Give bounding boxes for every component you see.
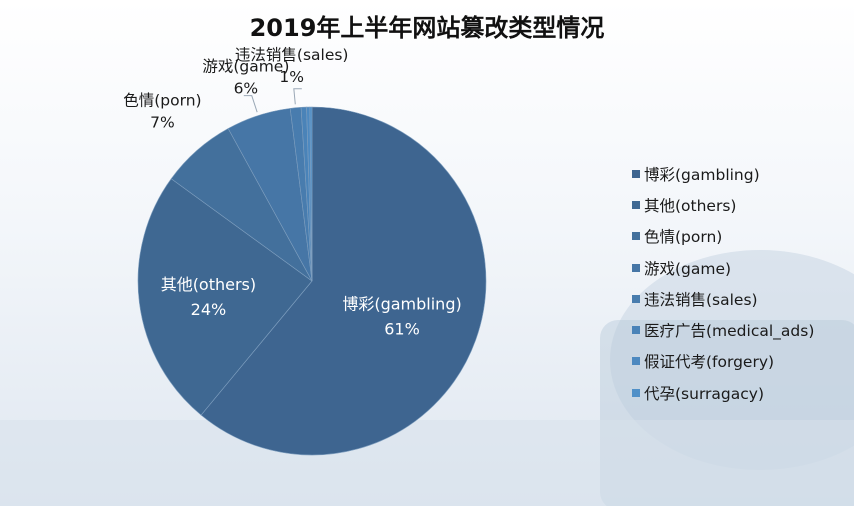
legend-item-6: 假证代考(forgery)	[632, 346, 850, 377]
legend-item-3: 游戏(game)	[632, 252, 850, 283]
data-label-pct-2: 7%	[150, 113, 175, 131]
data-label-name-1: 其他(others)	[161, 275, 256, 294]
leader-line-4	[293, 88, 302, 105]
pie-slice-1	[137, 178, 313, 416]
pie-slice-7	[309, 106, 313, 282]
pie-slice-0	[200, 106, 487, 456]
data-label-pct-0: 61%	[384, 319, 420, 338]
leader-line-3	[243, 95, 258, 113]
legend-swatch-5	[632, 326, 640, 335]
legend-label-6: 假证代考(forgery)	[644, 353, 775, 372]
legend-swatch-4	[632, 294, 640, 303]
chart-legend: 博彩(gambling) 其他(others) 色情(porn) 游戏(game) 违法…	[632, 158, 850, 408]
legend-swatch-7	[632, 388, 640, 397]
chart-title: 2019年上半年网站篡改类型情况	[249, 14, 605, 42]
legend-swatch-3	[632, 263, 640, 272]
data-label-pct-1: 24%	[191, 300, 227, 319]
data-label-pct-4: 1%	[279, 68, 304, 86]
legend-label-5: 医疗广告(medical_ads)	[644, 322, 815, 341]
legend-label-7: 代孕(surragacy)	[644, 384, 764, 403]
data-label-name-0: 博彩(gambling)	[342, 294, 461, 313]
legend-swatch-2	[632, 232, 640, 241]
data-label-pct-3: 6%	[234, 79, 259, 97]
legend-item-0: 博彩(gambling)	[632, 158, 850, 189]
legend-swatch-1	[632, 200, 640, 209]
legend-item-5: 医疗广告(medical_ads)	[632, 314, 850, 345]
data-label-name-3: 游戏(game)	[202, 57, 289, 75]
legend-label-3: 游戏(game)	[644, 259, 732, 278]
legend-label-1: 其他(others)	[644, 196, 737, 215]
data-label-name-4: 违法销售(sales)	[235, 46, 349, 64]
legend-label-0: 博彩(gambling)	[644, 165, 760, 184]
legend-item-1: 其他(others)	[632, 189, 850, 220]
data-label-name-2: 色情(porn)	[123, 91, 201, 109]
legend-label-4: 违法销售(sales)	[644, 290, 758, 309]
legend-item-4: 违法销售(sales)	[632, 283, 850, 314]
legend-swatch-0	[632, 169, 640, 178]
legend-swatch-6	[632, 357, 640, 366]
legend-item-7: 代孕(surragacy)	[632, 377, 850, 408]
legend-label-2: 色情(porn)	[644, 228, 723, 247]
legend-item-2: 色情(porn)	[632, 221, 850, 252]
